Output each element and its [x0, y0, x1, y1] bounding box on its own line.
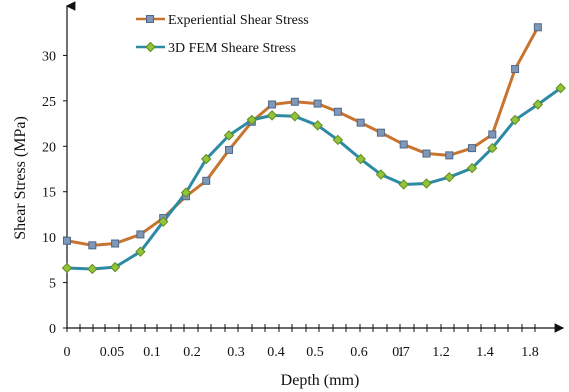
fem-data-point — [223, 130, 235, 141]
y-axis-title: Shear Stress (MPa) — [12, 116, 29, 240]
x-tick-label: 0.05 — [100, 345, 125, 360]
legend-label-experiential: Experiential Shear Stress — [168, 13, 309, 28]
experiential-data-point — [268, 100, 277, 109]
y-tick-label: 10 — [42, 231, 56, 246]
experiential-data-point — [290, 97, 299, 106]
x-tick-label: 0.7 — [392, 345, 410, 360]
experiential-data-point — [88, 241, 97, 250]
experiential-data-point — [111, 239, 120, 248]
y-tick-label: 25 — [42, 95, 56, 110]
experiential-data-point — [376, 128, 385, 137]
experiential-data-point — [533, 23, 542, 32]
x-tick-label: 0.5 — [306, 345, 324, 360]
fem-data-point — [61, 262, 73, 274]
x-axis-title: Depth (mm) — [281, 372, 360, 389]
experiential-data-point — [356, 118, 365, 127]
x-tick-label: 0.2 — [183, 345, 201, 360]
fem-series-line — [65, 86, 563, 271]
x-tick-label: 1.8 — [521, 345, 539, 360]
fem-data-point — [398, 179, 409, 190]
y-tick-label: 15 — [42, 186, 56, 201]
experiential-series-line — [65, 25, 540, 247]
experiential-data-point — [422, 149, 431, 158]
experiential-data-point — [63, 236, 71, 245]
legend-marker-fem — [145, 41, 156, 53]
fem-data-point — [355, 153, 366, 165]
experiential-data-point — [468, 144, 477, 153]
y-axis-ticks: 0 5 10 15 20 25 30 — [42, 49, 67, 337]
series-layer — [61, 23, 566, 275]
fem-data-point — [266, 110, 278, 121]
legend-label-fem: 3D FEM Sheare Stress — [168, 41, 296, 56]
x-tick-label: 0.4 — [267, 345, 285, 360]
y-tick-label: 5 — [49, 277, 56, 292]
experiential-data-point — [313, 99, 322, 108]
x-tick-label: 0.1 — [143, 345, 161, 360]
legend-entry-fem: 3D FEM Sheare Stress — [136, 41, 296, 56]
experiential-data-point — [488, 130, 497, 139]
experiential-data-point — [333, 107, 342, 116]
fem-data-point — [312, 120, 323, 131]
fem-data-point — [487, 142, 498, 154]
fem-data-point — [201, 153, 212, 165]
fem-data-point — [289, 111, 301, 122]
y-tick-label: 20 — [42, 140, 56, 155]
x-tick-label: 0.6 — [350, 345, 368, 360]
x-tick-label: 1 — [398, 345, 405, 360]
legend-marker-experiential — [146, 15, 154, 23]
fem-data-point — [532, 99, 544, 110]
legend-entry-experiential: Experiential Shear Stress — [136, 13, 309, 28]
fem-data-point — [509, 114, 521, 126]
fem-data-point — [246, 114, 258, 126]
fem-data-point — [555, 82, 566, 94]
experiential-data-point — [511, 65, 520, 74]
x-axis-ticks: 0 0.05 0.1 0.2 0.3 0.4 0.5 0.6 0.71 1.2 1.4 1.8 — [64, 324, 539, 360]
experiential-data-point — [445, 151, 454, 160]
x-tick-label: 0.3 — [227, 345, 245, 360]
experiential-data-point — [136, 230, 145, 239]
x-tick-label: 0 — [64, 345, 71, 360]
legend: Experiential Shear Stress 3D FEM Sheare … — [136, 13, 309, 56]
y-tick-label: 0 — [49, 322, 56, 337]
fem-data-point — [135, 246, 146, 257]
experiential-data-point — [202, 176, 211, 185]
fem-data-point — [444, 171, 455, 183]
fem-data-point — [375, 169, 387, 180]
fem-data-point — [421, 178, 432, 189]
fem-data-point — [466, 162, 478, 174]
x-tick-label: 1.2 — [432, 345, 450, 360]
fem-data-point — [180, 187, 192, 198]
fem-data-point — [109, 261, 121, 273]
y-tick-label: 30 — [42, 49, 56, 64]
fem-data-point — [157, 216, 169, 227]
x-tick-label: 1.4 — [476, 345, 494, 360]
fem-data-point — [87, 263, 98, 275]
fem-data-point — [332, 134, 344, 146]
experiential-data-point — [399, 140, 408, 149]
experiential-data-point — [225, 145, 234, 154]
